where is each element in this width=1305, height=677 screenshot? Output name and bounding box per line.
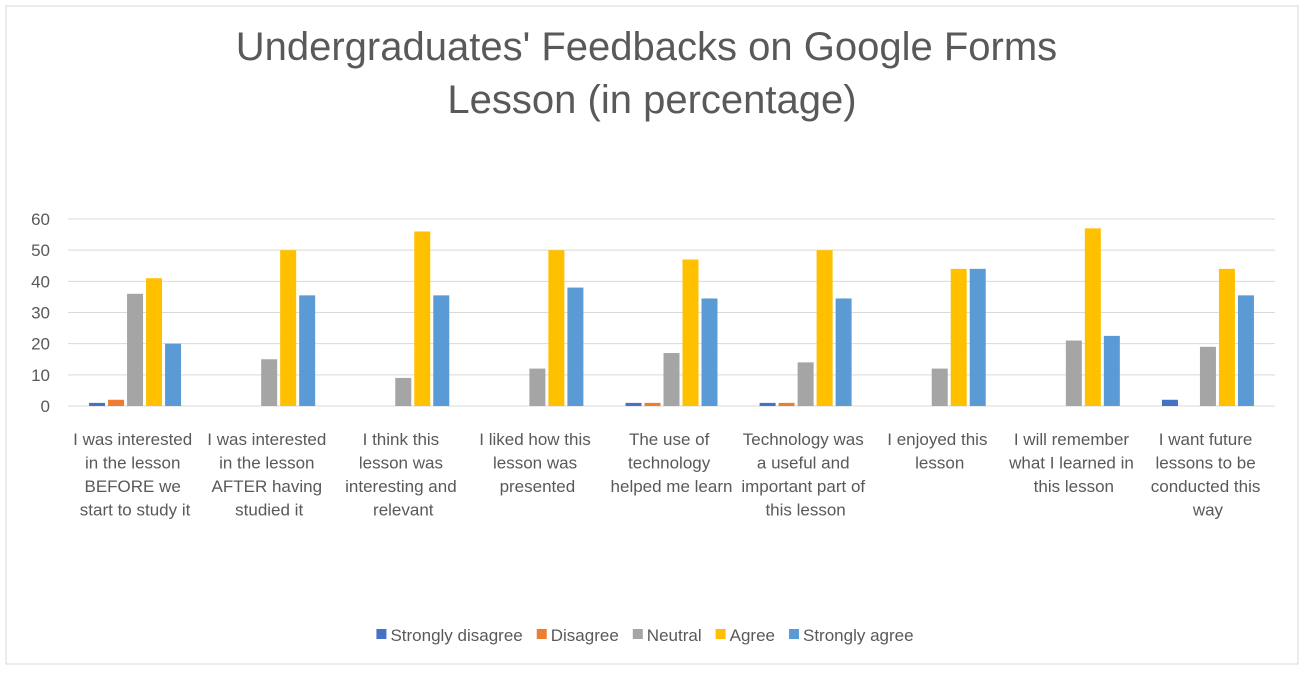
y-tick-label: 40 <box>31 272 50 291</box>
legend-swatch <box>376 629 387 639</box>
bar <box>663 353 680 406</box>
y-tick-label: 30 <box>31 304 50 323</box>
chart-title: Undergraduates' Feedbacks on Google Form… <box>236 25 1069 122</box>
bar <box>931 368 948 406</box>
bar <box>1103 335 1120 406</box>
legend-label: Strongly disagree <box>390 626 522 645</box>
bar <box>529 368 546 406</box>
bar <box>1218 268 1235 406</box>
x-tick-label: I think this lesson was interesting and … <box>345 430 461 520</box>
chart-border <box>5 5 1299 665</box>
x-tick-label: I will remember what I learned in this l… <box>1008 430 1138 496</box>
bar <box>108 399 125 406</box>
legend-label: Disagree <box>551 626 619 645</box>
x-tick-label: I was interested in the lesson BEFORE we… <box>73 430 197 520</box>
legend-swatch <box>788 629 799 639</box>
bar <box>165 343 182 406</box>
legend-swatch <box>632 629 643 639</box>
legend-swatch <box>715 629 726 639</box>
legend-label: Agree <box>730 626 775 645</box>
bar <box>816 250 833 406</box>
bar <box>950 268 967 406</box>
legend-label: Neutral <box>647 626 702 645</box>
bar <box>778 402 795 406</box>
bar <box>299 295 316 406</box>
y-tick-label: 10 <box>31 366 50 385</box>
bar <box>969 268 986 406</box>
y-tick-label: 50 <box>31 241 50 260</box>
y-tick-label: 60 <box>31 210 50 229</box>
bar <box>1161 399 1178 406</box>
legend-label: Strongly agree <box>803 626 914 645</box>
bar <box>644 402 661 406</box>
x-tick-label: I want future lessons to be conducted th… <box>1151 430 1265 520</box>
bar <box>625 402 642 406</box>
bar <box>261 359 278 406</box>
x-tick-label: The use of technology helped me learn <box>611 430 733 496</box>
x-tick-label: I enjoyed this lesson <box>887 430 992 473</box>
bar <box>414 231 431 406</box>
y-tick-label: 0 <box>41 397 50 416</box>
x-tick-label: I was interested in the lesson AFTER hav… <box>207 430 331 520</box>
bar <box>280 250 297 406</box>
bar <box>1237 295 1254 406</box>
bar <box>1084 228 1101 406</box>
bar <box>395 377 412 406</box>
y-tick-label: 20 <box>31 335 50 354</box>
bar <box>797 362 814 406</box>
bar <box>1065 340 1082 406</box>
bar <box>1199 346 1216 406</box>
x-tick-label: I liked how this lesson was presented <box>479 430 595 496</box>
bar <box>548 250 565 406</box>
bar <box>835 298 852 406</box>
bar <box>433 295 450 406</box>
legend-swatch <box>536 629 547 639</box>
x-tick-label: Technology was a useful and important pa… <box>741 430 870 520</box>
bar <box>146 278 163 406</box>
bar <box>682 259 699 406</box>
bar <box>701 298 718 406</box>
bar <box>89 402 106 406</box>
bar <box>127 293 144 406</box>
bar <box>759 402 776 406</box>
bar <box>567 287 584 406</box>
